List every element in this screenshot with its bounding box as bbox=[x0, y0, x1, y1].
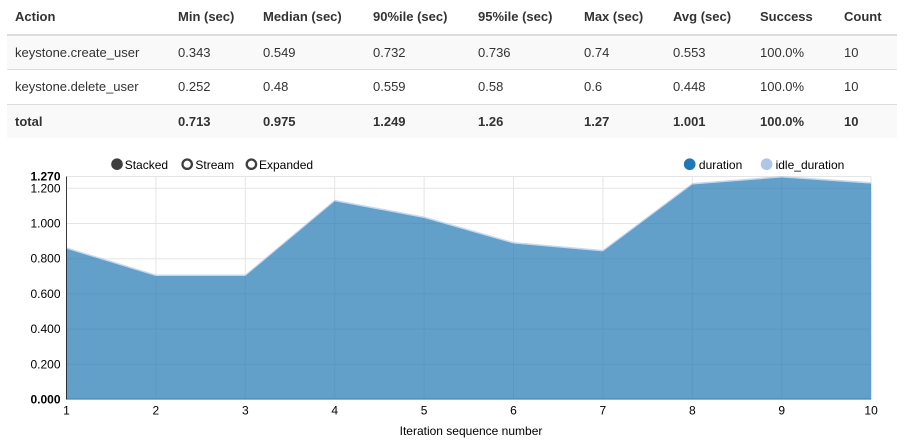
svg-text:7: 7 bbox=[600, 404, 607, 418]
svg-text:Stacked: Stacked bbox=[125, 158, 168, 172]
svg-text:8: 8 bbox=[689, 404, 696, 418]
svg-text:Expanded: Expanded bbox=[259, 158, 313, 172]
svg-text:1.270: 1.270 bbox=[30, 170, 60, 184]
svg-text:duration: duration bbox=[699, 158, 742, 172]
svg-text:Iteration sequence number: Iteration sequence number bbox=[400, 424, 543, 438]
svg-text:10: 10 bbox=[864, 404, 878, 418]
svg-text:0.400: 0.400 bbox=[30, 322, 60, 336]
svg-text:1: 1 bbox=[63, 404, 70, 418]
svg-text:3: 3 bbox=[242, 404, 249, 418]
svg-text:9: 9 bbox=[778, 404, 785, 418]
svg-text:0.200: 0.200 bbox=[30, 357, 60, 371]
svg-text:4: 4 bbox=[331, 404, 338, 418]
svg-text:5: 5 bbox=[421, 404, 428, 418]
svg-text:6: 6 bbox=[510, 404, 517, 418]
svg-text:0.800: 0.800 bbox=[30, 252, 60, 266]
svg-text:idle_duration: idle_duration bbox=[776, 158, 845, 172]
svg-text:2: 2 bbox=[153, 404, 160, 418]
svg-text:0.600: 0.600 bbox=[30, 287, 60, 301]
svg-text:1.000: 1.000 bbox=[30, 217, 60, 231]
svg-text:Stream: Stream bbox=[195, 158, 234, 172]
svg-text:0.000: 0.000 bbox=[30, 393, 60, 407]
svg-text:1.200: 1.200 bbox=[30, 181, 60, 195]
